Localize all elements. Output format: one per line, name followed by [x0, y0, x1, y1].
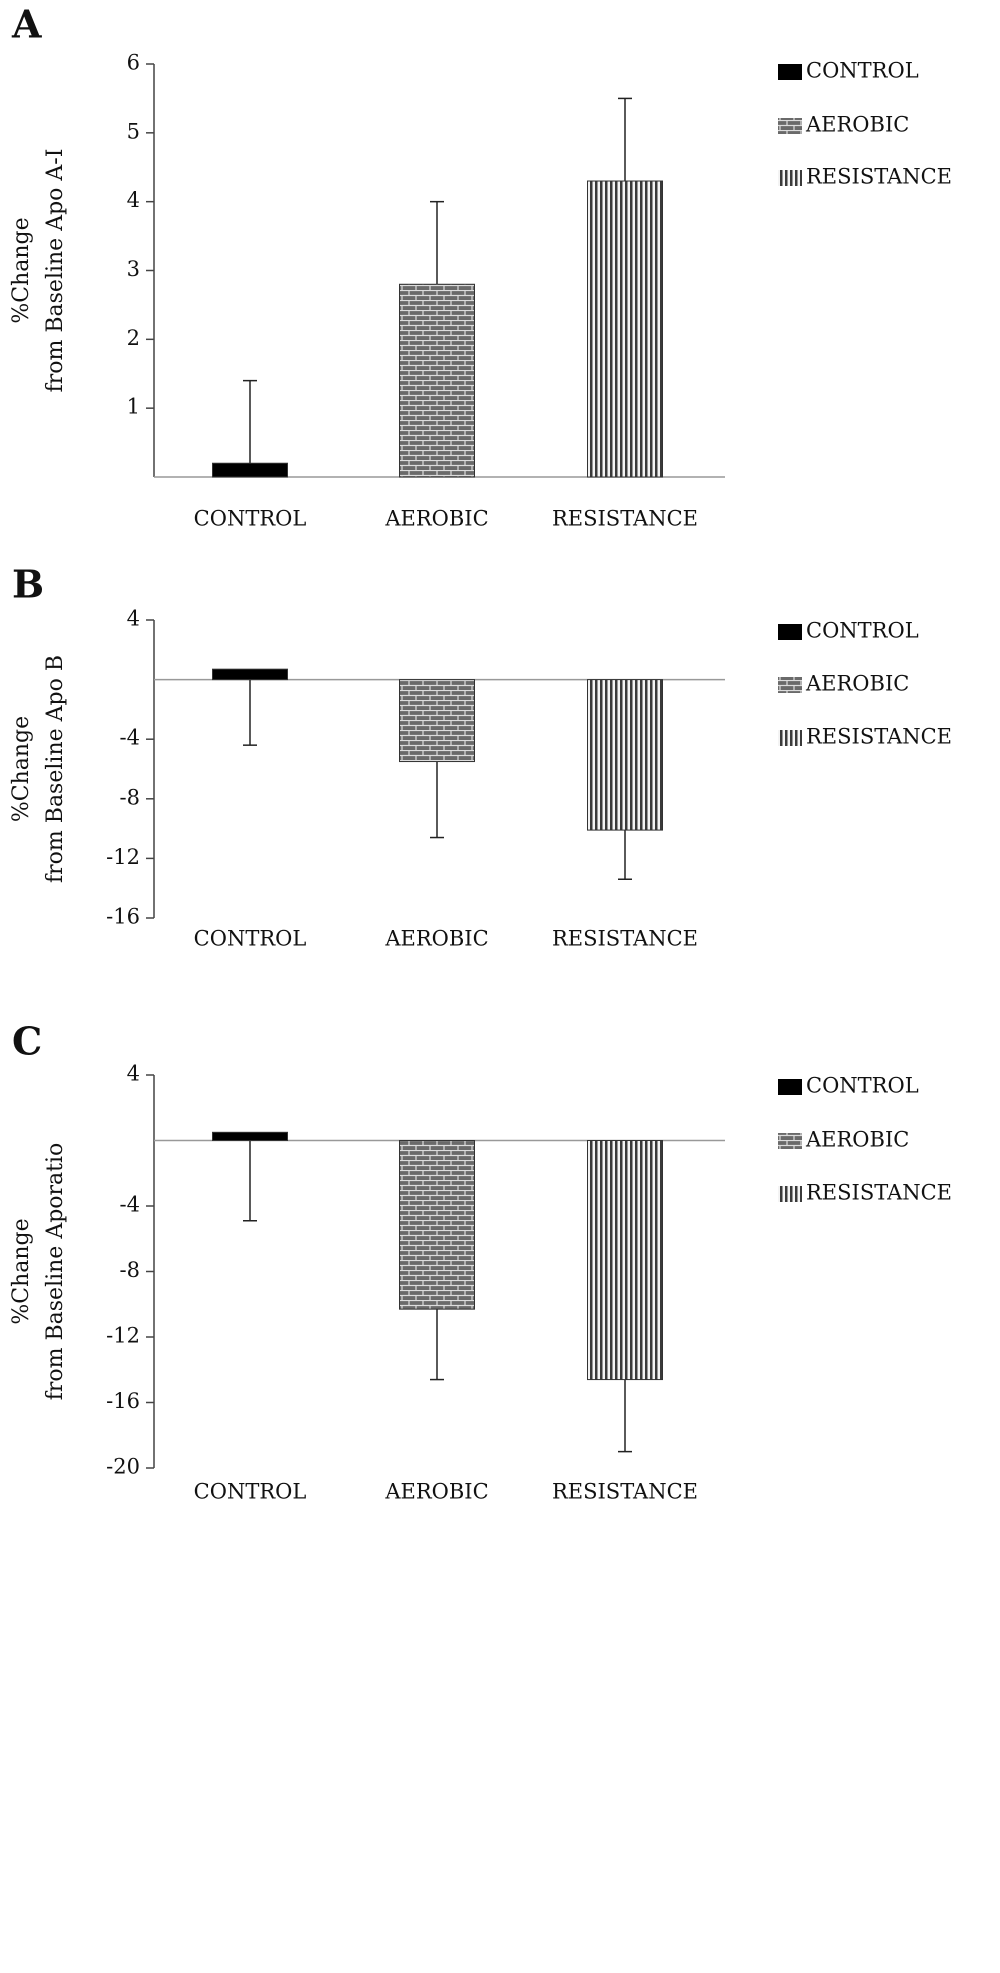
legend-label: CONTROL [806, 619, 919, 643]
bar [587, 1140, 663, 1381]
bar [212, 668, 288, 681]
y-tick-label: -20 [106, 1455, 140, 1479]
y-axis-label: %Change [9, 716, 34, 822]
legend-label: RESISTANCE [806, 1181, 952, 1205]
x-tick-label: RESISTANCE [552, 507, 698, 531]
y-axis-label: %Change [9, 217, 34, 323]
y-tick-label: 4 [127, 1062, 140, 1086]
bar [587, 679, 663, 831]
legend-swatch [778, 170, 802, 186]
legend-label: AEROBIC [805, 113, 909, 137]
y-axis-label: from Baseline Apo B [43, 655, 68, 883]
legend-swatch [778, 64, 802, 80]
legend-swatch [778, 624, 802, 640]
legend-label: RESISTANCE [806, 725, 952, 749]
y-tick-label: -4 [120, 1193, 140, 1217]
bar [399, 679, 475, 763]
legend-swatch [778, 118, 802, 134]
bar [399, 1140, 475, 1310]
x-tick-label: AEROBIC [384, 507, 488, 531]
y-tick-label: -16 [106, 1389, 140, 1413]
y-tick-label: 3 [127, 257, 140, 281]
panel-label: B [12, 562, 44, 607]
x-tick-label: RESISTANCE [552, 1480, 698, 1504]
y-tick-label: -8 [120, 785, 140, 809]
y-tick-label: -8 [120, 1258, 140, 1282]
legend-swatch [778, 1133, 802, 1149]
y-tick-label: 2 [127, 326, 140, 350]
x-tick-label: RESISTANCE [552, 927, 698, 951]
bar [212, 462, 288, 478]
legend-swatch [778, 1186, 802, 1202]
legend-label: CONTROL [806, 1074, 919, 1098]
bar [587, 180, 663, 478]
x-tick-label: CONTROL [194, 927, 307, 951]
legend-label: CONTROL [806, 59, 919, 83]
y-tick-label: -16 [106, 905, 140, 929]
x-tick-label: CONTROL [194, 1480, 307, 1504]
x-tick-label: AEROBIC [384, 1480, 488, 1504]
panel-label: A [11, 2, 42, 47]
panel-label: C [12, 1019, 42, 1064]
legend-label: AEROBIC [805, 672, 909, 696]
legend-swatch [778, 677, 802, 693]
y-tick-label: 6 [127, 51, 140, 75]
bar [212, 1131, 288, 1141]
legend-swatch [778, 1079, 802, 1095]
y-axis-label: from Baseline Aporatio [43, 1143, 68, 1401]
y-tick-label: -12 [106, 845, 140, 869]
legend-swatch [778, 730, 802, 746]
y-tick-label: 4 [127, 607, 140, 631]
bar [399, 283, 475, 478]
x-tick-label: CONTROL [194, 507, 307, 531]
x-tick-label: AEROBIC [384, 927, 488, 951]
y-axis-label: %Change [9, 1218, 34, 1324]
y-tick-label: -4 [120, 726, 140, 750]
legend-label: RESISTANCE [806, 165, 952, 189]
y-tick-label: 1 [127, 395, 140, 419]
legend-label: AEROBIC [805, 1128, 909, 1152]
y-tick-label: -12 [106, 1324, 140, 1348]
y-tick-label: 4 [127, 188, 140, 212]
y-tick-label: 5 [127, 119, 140, 143]
y-axis-label: from Baseline Apo A-I [43, 149, 68, 393]
